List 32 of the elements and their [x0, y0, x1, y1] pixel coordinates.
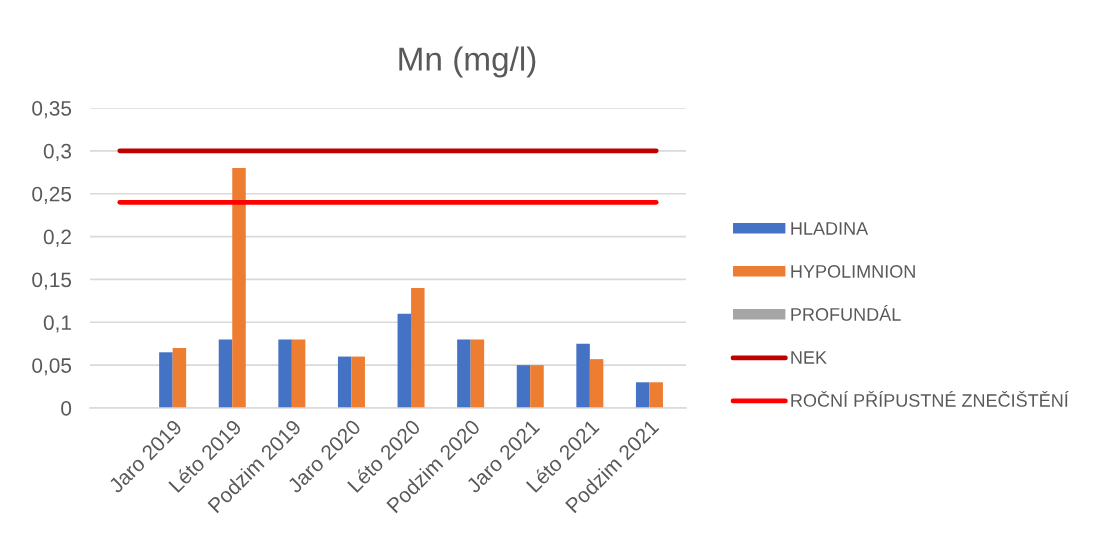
bar: [218, 339, 233, 408]
y-tick-label: 0,1: [43, 315, 71, 333]
bar: [530, 365, 544, 408]
bar: [172, 348, 187, 408]
legend-label: NEK: [791, 351, 827, 364]
y-tick-label: 0,3: [43, 143, 72, 162]
bar: [411, 288, 425, 408]
legend-label: HYPOLIMNION: [791, 265, 915, 278]
legend-label: ROČNÍ PŘÍPUSTNÉ ZNEČIŠTĚNÍ: [791, 390, 1069, 407]
bar: [337, 356, 352, 408]
bar: [397, 313, 412, 408]
y-tick-label: 0,05: [32, 358, 72, 376]
bar: [159, 352, 173, 408]
y-tick-label: 0,15: [32, 272, 72, 290]
bar: [457, 339, 471, 408]
chart-title: Mn (mg/l): [399, 46, 536, 78]
y-tick-label: 0: [61, 401, 72, 416]
legend-label: PROFUNDÁL: [791, 305, 901, 321]
bar: [278, 339, 292, 408]
bar: [576, 343, 590, 408]
bar: [516, 365, 531, 408]
y-tick-label: 0,2: [43, 229, 71, 247]
bar: [635, 382, 650, 408]
legend-label: HLADINA: [791, 222, 869, 235]
bar: [589, 359, 604, 408]
y-tick-label: 0,35: [32, 101, 72, 119]
y-tick-label: 0,25: [32, 186, 72, 204]
bar: [351, 356, 365, 408]
bar: [470, 339, 485, 408]
bar: [232, 168, 246, 408]
bar: [291, 339, 306, 408]
bar: [649, 382, 663, 408]
